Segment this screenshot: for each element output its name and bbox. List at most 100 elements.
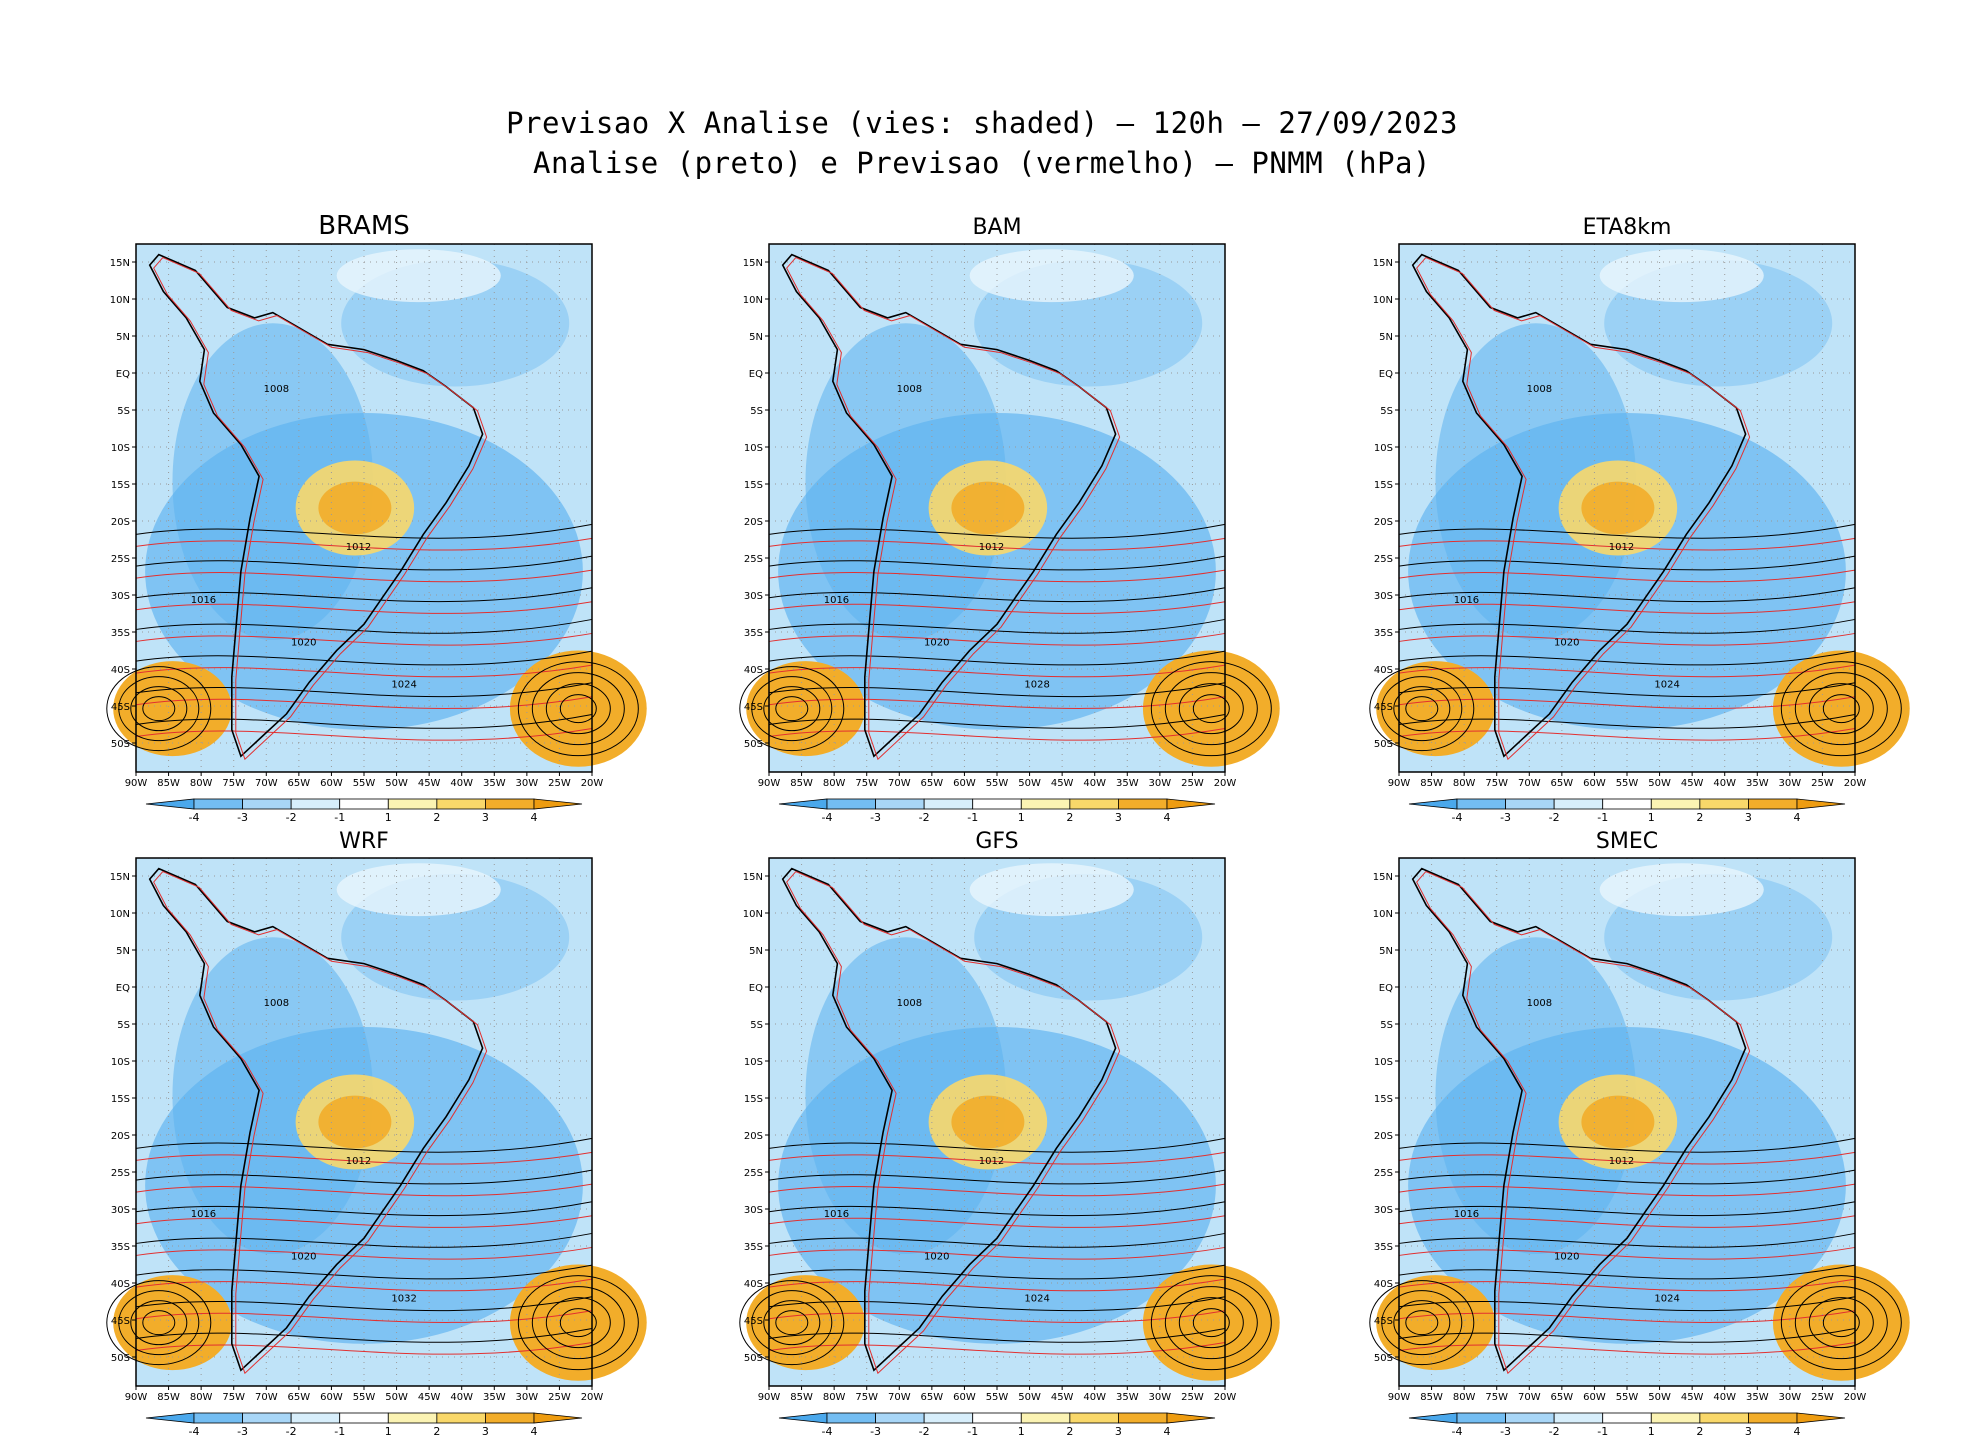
lon-label: 90W	[758, 778, 781, 789]
lat-label: 35S	[111, 628, 130, 639]
lat-label: 5N	[116, 332, 130, 343]
isobar-label: 1024	[1654, 1294, 1679, 1305]
lon-label: 40W	[1083, 778, 1106, 789]
lon-label: 90W	[125, 1392, 148, 1403]
lon-label: 45W	[1681, 778, 1704, 789]
lon-label: 90W	[758, 1392, 781, 1403]
lon-label: 25W	[1811, 1392, 1834, 1403]
colorbar-label: 3	[1745, 811, 1752, 824]
colorbar-label: 1	[1018, 811, 1025, 824]
isobar-label: 1012	[1609, 1156, 1634, 1167]
lat-label: 5N	[1379, 332, 1393, 343]
colorbar-label: 1	[385, 1425, 392, 1436]
isobar-label: 1020	[1554, 637, 1579, 648]
lon-label: 60W	[953, 778, 976, 789]
lon-label: 35W	[1746, 778, 1769, 789]
isobar-label: 1012	[1609, 542, 1634, 553]
lon-label: 45W	[1051, 778, 1074, 789]
lon-label: 80W	[190, 778, 213, 789]
lon-label: 65W	[288, 1392, 311, 1403]
colorbar-label: 3	[1115, 811, 1122, 824]
lat-label: 15S	[1374, 480, 1393, 491]
lat-label: 15S	[111, 480, 130, 491]
lon-label: 80W	[823, 778, 846, 789]
colorbar-label: -4	[822, 1425, 833, 1436]
lon-label: 30W	[1149, 1392, 1172, 1403]
lon-label: 85W	[157, 778, 180, 789]
lat-label: 30S	[1374, 591, 1393, 602]
lon-label: 20W	[1214, 1392, 1237, 1403]
colorbar-label: -2	[1549, 1425, 1560, 1436]
lat-label: 20S	[1374, 1131, 1393, 1142]
lat-label: 50S	[111, 739, 130, 750]
lon-label: 25W	[1811, 778, 1834, 789]
lon-label: 85W	[1420, 778, 1443, 789]
lon-label: 45W	[1051, 1392, 1074, 1403]
panel-bam: BAM1008101210161020102815N10N5NEQ5S10S15…	[739, 215, 1280, 824]
panel-title: WRF	[339, 829, 389, 854]
lon-label: 25W	[1181, 778, 1204, 789]
lat-label: 45S	[744, 702, 763, 713]
lon-label: 85W	[157, 1392, 180, 1403]
lon-label: 90W	[125, 778, 148, 789]
colorbar: -4 -3 -2 -1 1 2 3 4	[1408, 1412, 1846, 1436]
isobar-label: 1008	[264, 998, 289, 1009]
isobar-label: 1012	[346, 542, 371, 553]
colorbar-label: 2	[433, 811, 440, 824]
isobar-label: 1016	[824, 1209, 849, 1220]
colorbar-label: -2	[1549, 811, 1560, 824]
isobar-label: 1024	[1024, 1294, 1049, 1305]
lat-label: 10S	[1374, 443, 1393, 454]
colorbar-label: 4	[1164, 811, 1171, 824]
isobar-label: 1008	[1527, 998, 1552, 1009]
lat-label: 5S	[750, 1020, 763, 1031]
isobar-label: 1012	[979, 542, 1004, 553]
colorbar-label: -4	[189, 811, 200, 824]
lat-label: 35S	[1374, 1242, 1393, 1253]
colorbar-label: 2	[1696, 1425, 1703, 1436]
lon-label: 65W	[288, 778, 311, 789]
lat-label: 40S	[111, 665, 130, 676]
colorbar-label: 1	[1648, 811, 1655, 824]
isobar-label: 1008	[897, 384, 922, 395]
lon-label: 50W	[385, 778, 408, 789]
panel-title: BAM	[972, 215, 1021, 240]
colorbar-label: -4	[1452, 1425, 1463, 1436]
colorbar-label: -1	[967, 1425, 978, 1436]
lon-label: 35W	[483, 778, 506, 789]
colorbar-label: 3	[482, 1425, 489, 1436]
colorbar: -4 -3 -2 -1 1 2 3 4	[778, 1412, 1216, 1436]
colorbar-label: 4	[531, 1425, 538, 1436]
lat-label: 30S	[744, 591, 763, 602]
lat-label: 40S	[744, 1279, 763, 1290]
lon-label: 40W	[1083, 1392, 1106, 1403]
lon-label: 45W	[418, 778, 441, 789]
lon-label: 45W	[1681, 1392, 1704, 1403]
lat-label: 15N	[110, 872, 130, 883]
isobar-label: 1016	[824, 595, 849, 606]
colorbar-label: -4	[822, 811, 833, 824]
isobar-label: 1024	[1654, 680, 1679, 691]
lon-label: 50W	[1018, 778, 1041, 789]
lat-label: 15N	[1373, 872, 1393, 883]
lon-label: 30W	[516, 778, 539, 789]
lon-label: 75W	[1485, 1392, 1508, 1403]
panel-eta8km: ETA8km 1008 1012 1016 1020 1024 15N 10N 5N EQ 5S 10…	[1369, 215, 1910, 824]
lat-label: 5S	[1380, 406, 1393, 417]
isobar-label: 1008	[897, 998, 922, 1009]
colorbar-label: -3	[1500, 1425, 1511, 1436]
lon-label: 20W	[1214, 778, 1237, 789]
lat-label: 15S	[111, 1094, 130, 1105]
lon-label: 85W	[1420, 1392, 1443, 1403]
lat-label: EQ	[1379, 369, 1393, 380]
isobar-label: 1008	[264, 384, 289, 395]
lon-label: 80W	[1453, 1392, 1476, 1403]
panel-title: SMEC	[1596, 829, 1658, 854]
colorbar: -4 -3 -2 -1 1 2 3 4	[778, 798, 1216, 824]
lon-label: 35W	[1746, 1392, 1769, 1403]
lat-label: 25S	[744, 1168, 763, 1179]
lon-label: 75W	[1485, 778, 1508, 789]
colorbar-label: 1	[1018, 1425, 1025, 1436]
lon-label: 50W	[1648, 778, 1671, 789]
isobar-label: 1020	[924, 1251, 949, 1262]
